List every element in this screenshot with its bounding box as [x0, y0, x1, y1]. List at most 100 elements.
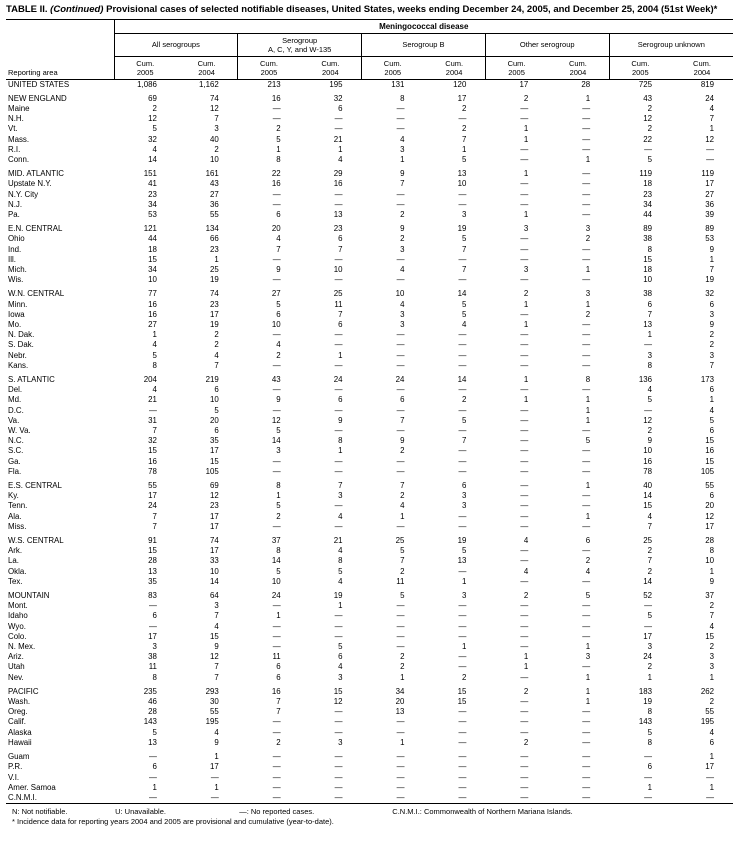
- value-cell: 7: [461, 244, 467, 254]
- value-cell: 7: [214, 672, 219, 682]
- value-cell: —: [582, 501, 591, 511]
- value-cell: 3: [585, 652, 591, 662]
- reporting-area-cell: Ala.: [8, 511, 22, 521]
- table-row: W. Va. 7 6 5 — — — — — 2 6: [6, 426, 733, 436]
- value-cell: 17: [457, 93, 467, 103]
- value-cell: —: [149, 772, 157, 782]
- value-cell: 7: [214, 114, 219, 124]
- value-cell: 35: [210, 436, 219, 446]
- value-cell: 4: [338, 576, 343, 586]
- reporting-area-cell: Md.: [8, 395, 22, 405]
- reporting-area-cell: E.N. CENTRAL: [8, 224, 63, 234]
- value-cell: 23: [643, 189, 653, 199]
- reporting-area-cell: Ga.: [8, 456, 21, 466]
- value-cell: —: [458, 254, 467, 264]
- value-cell: 16: [705, 446, 714, 456]
- value-cell: 8: [709, 546, 714, 556]
- value-cell: 17: [210, 511, 219, 521]
- value-cell: 41: [148, 179, 157, 189]
- value-cell: 32: [705, 289, 714, 299]
- table-row: C.N.M.I. — — — — — — — — — —: [6, 793, 733, 804]
- value-cell: 10: [457, 179, 467, 189]
- value-cell: 4: [400, 264, 405, 274]
- value-cell: —: [334, 124, 343, 134]
- meningococcal-disease-table: Meningococcal disease All serogroups Sero…: [6, 18, 733, 805]
- value-cell: 12: [333, 697, 343, 707]
- value-cell: —: [334, 426, 343, 435]
- value-cell: 2: [647, 426, 653, 435]
- value-cell: —: [396, 330, 405, 340]
- value-cell: 4: [400, 299, 405, 309]
- value-cell: 10: [271, 576, 281, 586]
- cum-year-header: Cum. 2005: [237, 56, 300, 80]
- value-cell: 6: [276, 209, 281, 219]
- value-cell: 5: [461, 154, 467, 164]
- reporting-area-cell: UNITED STATES: [8, 79, 70, 89]
- value-cell: —: [520, 611, 529, 621]
- value-cell: 2: [709, 697, 714, 707]
- value-cell: —: [396, 350, 405, 360]
- value-cell: 44: [148, 234, 157, 244]
- value-cell: 7: [276, 697, 281, 707]
- value-cell: 17: [643, 631, 653, 641]
- value-cell: 3: [400, 319, 405, 329]
- value-cell: 2: [276, 737, 281, 747]
- value-cell: 7: [338, 309, 343, 319]
- footnote-incidence-note: * Incidence data for reporting years 200…: [12, 817, 334, 827]
- cum-year-header: Cum. 2004: [175, 56, 238, 80]
- value-cell: 25: [395, 536, 405, 546]
- table-row: Wash. 46 30 7 12 20 15 — 1 19 2: [6, 697, 733, 707]
- value-cell: —: [582, 385, 591, 395]
- value-cell: 4: [709, 727, 714, 737]
- value-cell: 37: [705, 591, 714, 601]
- value-cell: —: [520, 752, 529, 762]
- value-cell: 1: [585, 395, 591, 405]
- value-cell: 4: [709, 103, 714, 113]
- reporting-area-cell: Maine: [8, 103, 30, 113]
- value-cell: 7: [152, 426, 157, 435]
- reporting-area-cell: Calif.: [8, 717, 26, 727]
- value-cell: 2: [523, 591, 529, 601]
- table-row: Del. 4 6 — — — — — — 4 6: [6, 385, 733, 395]
- table-row: V.I. — — — — — — — — — —: [6, 773, 733, 783]
- value-cell: 14: [148, 154, 157, 164]
- value-cell: —: [644, 340, 653, 350]
- value-cell: 235: [143, 686, 157, 696]
- value-cell: —: [396, 792, 405, 802]
- value-cell: 143: [143, 717, 157, 727]
- reporting-area-cell: Nebr.: [8, 350, 27, 360]
- value-cell: 40: [643, 481, 653, 491]
- cum-year-header: Cum. 2005: [113, 56, 176, 80]
- value-cell: —: [458, 385, 467, 395]
- value-cell: 6: [214, 385, 219, 395]
- table-row: N. Mex. 3 9 — 5 — 1 — 1 3 2: [6, 642, 733, 652]
- value-cell: 2: [214, 330, 219, 340]
- value-cell: 17: [705, 762, 714, 772]
- value-cell: —: [520, 179, 529, 189]
- value-cell: 31: [148, 415, 157, 425]
- value-cell: 15: [705, 631, 714, 641]
- value-cell: 5: [214, 405, 219, 415]
- value-cell: 27: [271, 289, 281, 299]
- value-cell: 2: [709, 330, 714, 340]
- value-cell: —: [272, 727, 281, 737]
- corner-cell: [6, 33, 114, 56]
- table-body: UNITED STATES 1,086 1,162 213 195 131 120 17 28 7…: [6, 79, 733, 804]
- value-cell: —: [520, 275, 529, 285]
- value-cell: 34: [148, 264, 157, 274]
- value-cell: 78: [148, 466, 157, 476]
- value-cell: 195: [329, 79, 343, 89]
- value-cell: —: [396, 254, 405, 264]
- table-row: Miss. 7 17 — — — — — — 7 17: [6, 522, 733, 532]
- value-cell: 19: [457, 224, 467, 234]
- value-cell: —: [396, 762, 405, 772]
- value-cell: 6: [338, 395, 343, 405]
- value-cell: 2: [276, 350, 281, 360]
- value-cell: —: [334, 772, 343, 782]
- value-cell: 11: [396, 576, 405, 586]
- value-cell: 16: [271, 179, 281, 189]
- value-cell: —: [520, 415, 529, 425]
- value-cell: 7: [647, 556, 653, 566]
- value-cell: 24: [705, 93, 714, 103]
- value-cell: 74: [210, 536, 219, 546]
